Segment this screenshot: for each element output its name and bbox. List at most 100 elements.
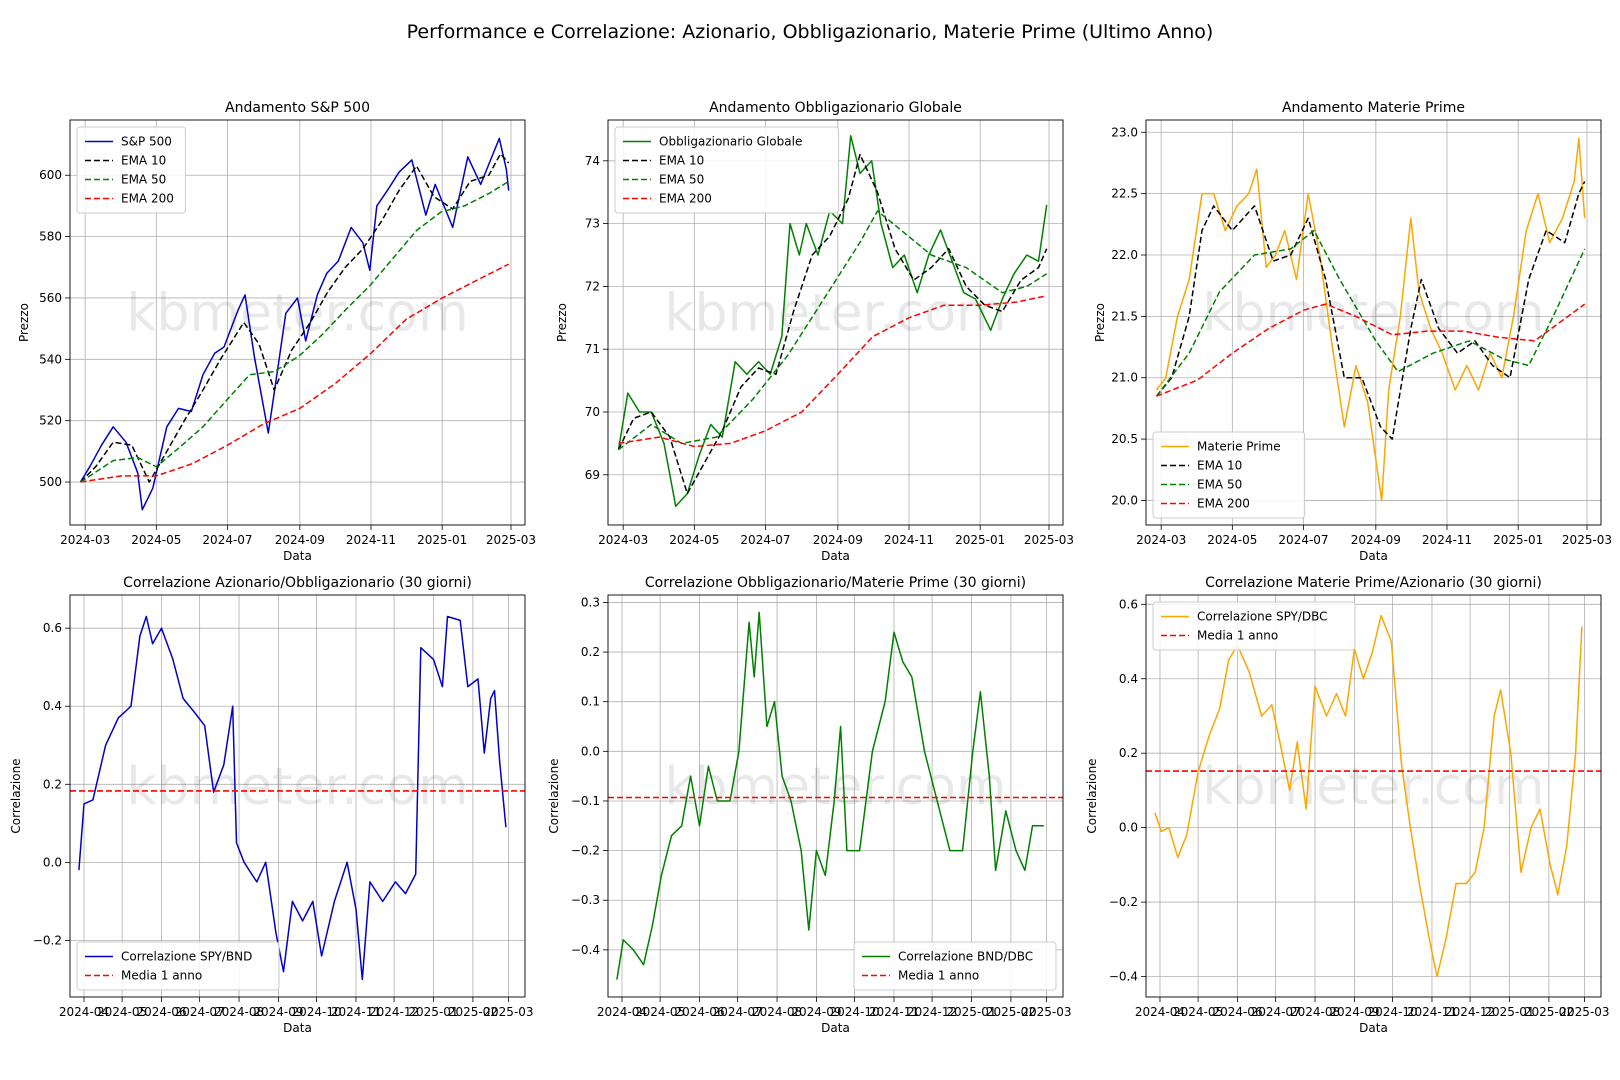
- x-tick-label: 2024-04: [1135, 1005, 1185, 1019]
- x-tick-label: 2024-11: [331, 1005, 381, 1019]
- y-axis-label: Correlazione: [547, 758, 561, 833]
- y-tick-label: 580: [39, 230, 62, 244]
- x-tick-label: 2024-07: [740, 533, 790, 547]
- panel-title: Correlazione Obbligazionario/Materie Pri…: [645, 575, 1026, 591]
- x-tick-label: 2024-09: [275, 533, 325, 547]
- x-tick-label: 2024-12: [369, 1005, 419, 1019]
- axes-frame: [1145, 119, 1602, 526]
- watermark: kbmeter.com: [1202, 757, 1544, 817]
- plot-area: [608, 611, 1063, 980]
- plot-area: [1155, 137, 1586, 502]
- y-tick-label: 600: [39, 168, 62, 182]
- chart-panel-2: 2024-03 2024-05 2024-07 2024-09 2024-11 2025-…: [555, 100, 1074, 563]
- series-ema-10-line: [79, 153, 510, 483]
- x-tick-label: 2024-12: [907, 1005, 957, 1019]
- x-axis-label: Data: [283, 549, 312, 563]
- x-tick-label: 2024-11: [1407, 1005, 1457, 1019]
- x-tick-label: 2024-11: [1422, 533, 1472, 547]
- panels: 2024-03 2024-05 2024-07 2024-09 2024-11 2025-…: [9, 100, 1612, 1035]
- chart-panel-1: 2024-03 2024-05 2024-07 2024-09 2024-11 2025-…: [17, 100, 536, 563]
- chart-panel-3: 2024-03 2024-05 2024-07 2024-09 2024-11 2025-…: [1093, 100, 1612, 563]
- watermark: kbmeter.com: [126, 757, 468, 817]
- axes-frame: [607, 594, 1064, 998]
- x-tick-label: 2025-03: [1024, 533, 1074, 547]
- x-axis-label: Data: [283, 1021, 312, 1035]
- y-axis-label: Prezzo: [17, 303, 31, 342]
- series-ema-50-line: [618, 210, 1048, 451]
- x-tick-label: 2024-09: [813, 533, 863, 547]
- x-tick-label: 2024-07: [202, 533, 252, 547]
- y-tick-label: 71: [585, 342, 600, 356]
- x-tick-label: 2024-08: [752, 1005, 802, 1019]
- y-tick-label: 22.5: [1111, 187, 1138, 201]
- legend: Materie Prime EMA 10 EMA 50 EMA 200: [1152, 431, 1306, 519]
- series-ema-10-line: [1155, 181, 1586, 440]
- legend-label: Correlazione SPY/DBC: [1197, 610, 1328, 624]
- y-tick-label: −0.2: [571, 844, 600, 858]
- x-tick-label: 2025-01: [417, 533, 467, 547]
- x-tick-label: 2024-03: [1136, 533, 1186, 547]
- y-tick-label: −0.2: [1109, 895, 1138, 909]
- y-axis-label: Correlazione: [1085, 758, 1099, 833]
- panel-title: Andamento Materie Prime: [1282, 100, 1465, 116]
- legend-label: EMA 200: [1197, 497, 1250, 511]
- y-tick-label: 73: [585, 217, 600, 231]
- y-axis-label: Prezzo: [555, 303, 569, 342]
- x-tick-label: 2024-06: [136, 1005, 186, 1019]
- y-tick-label: 540: [39, 352, 62, 366]
- y-tick-label: 500: [39, 475, 62, 489]
- legend-label: EMA 50: [1197, 478, 1242, 492]
- x-tick-label: 2024-10: [1367, 1005, 1417, 1019]
- series-ema-10-line: [617, 153, 1048, 495]
- series-ema-200-line: [80, 263, 510, 483]
- x-tick-label: 2024-06: [674, 1005, 724, 1019]
- legend: Obbligazionario Globale EMA 10 EMA 50 EMA 2…: [614, 126, 840, 214]
- watermark: kbmeter.com: [1202, 284, 1544, 344]
- y-tick-label: 0.3: [581, 595, 600, 609]
- x-tick-label: 2024-05: [1173, 1005, 1223, 1019]
- legend-box: [1152, 601, 1356, 651]
- x-tick-label: 2024-11: [346, 533, 396, 547]
- panel-title: Andamento Obbligazionario Globale: [709, 100, 962, 116]
- series-ema-50-line: [80, 180, 510, 483]
- x-tick-label: 2025-01: [1493, 533, 1543, 547]
- x-tick-label: 2025-01: [946, 1005, 996, 1019]
- panel-title: Correlazione Azionario/Obbligazionario (…: [123, 575, 472, 591]
- axes-frame: [69, 594, 526, 998]
- y-tick-label: 20.5: [1111, 432, 1138, 446]
- y-tick-label: 520: [39, 414, 62, 428]
- series-correlazione-bnd-dbc-line: [616, 611, 1044, 980]
- x-tick-label: 2024-10: [291, 1005, 341, 1019]
- legend: Correlazione BND/DBC Media 1 anno: [853, 941, 1057, 991]
- legend-label: EMA 50: [659, 173, 704, 187]
- y-tick-label: 0.0: [43, 855, 62, 869]
- y-tick-label: −0.1: [571, 794, 600, 808]
- x-tick-label: 2025-02: [1524, 1005, 1574, 1019]
- x-tick-label: 2024-11: [869, 1005, 919, 1019]
- x-tick-label: 2024-04: [597, 1005, 647, 1019]
- x-tick-label: 2024-05: [97, 1005, 147, 1019]
- x-tick-label: 2024-07: [713, 1005, 763, 1019]
- x-tick-label: 2024-09: [253, 1005, 303, 1019]
- legend-label: S&P 500: [121, 135, 172, 149]
- y-tick-label: 20.0: [1111, 493, 1138, 507]
- y-tick-label: 0.2: [43, 777, 62, 791]
- watermark: kbmeter.com: [126, 284, 468, 344]
- x-tick-label: 2024-05: [1207, 533, 1257, 547]
- x-tick-label: 2025-01: [408, 1005, 458, 1019]
- y-tick-label: 0.6: [1119, 597, 1138, 611]
- axes-frame: [1145, 594, 1602, 998]
- y-tick-label: 0.2: [1119, 746, 1138, 760]
- chart-panel-4: 2024-042024-052024-062024-072024-082024-…: [9, 575, 534, 1035]
- y-tick-label: 70: [585, 405, 600, 419]
- x-axis-label: Data: [821, 1021, 850, 1035]
- x-tick-label: 2025-01: [955, 533, 1005, 547]
- plot-area: [70, 615, 525, 981]
- x-tick-label: 2024-04: [59, 1005, 109, 1019]
- legend: Correlazione SPY/DBC Media 1 anno: [1152, 601, 1356, 651]
- series-correlazione-spy-bnd-line: [78, 615, 507, 981]
- panel-title: Andamento S&P 500: [225, 100, 370, 116]
- x-tick-label: 2025-02: [448, 1005, 498, 1019]
- legend-label: EMA 10: [659, 154, 704, 168]
- x-tick-label: 2024-05: [635, 1005, 685, 1019]
